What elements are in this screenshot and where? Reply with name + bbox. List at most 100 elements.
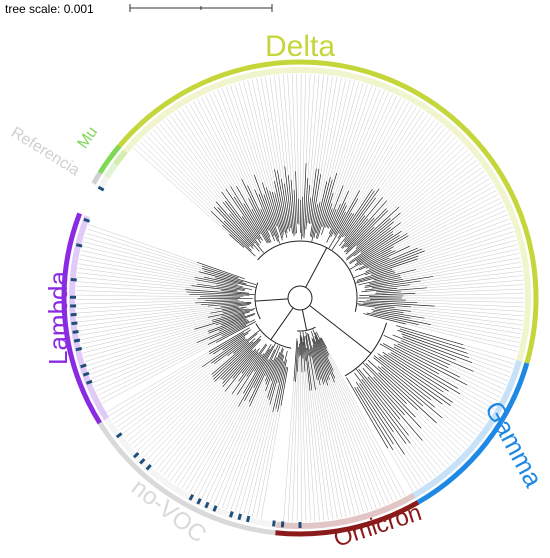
leaf-branch [390, 352, 461, 395]
leaf-branch [265, 345, 281, 382]
leaf-guide [133, 376, 213, 449]
leaf-branch [339, 197, 377, 247]
lineage-marker [72, 330, 79, 334]
leaf-branch [330, 205, 347, 238]
leaf-guide [357, 104, 413, 199]
leaf-branch [343, 208, 387, 253]
leaf-branch [373, 269, 416, 281]
leaf-guide [410, 317, 521, 339]
leaf-guide [170, 393, 233, 481]
leaf-branch [248, 349, 276, 403]
leaf-branch [354, 233, 408, 266]
leaf-branch [365, 362, 407, 404]
leaf-branch [265, 357, 277, 385]
leaf-guide [234, 400, 270, 513]
leaf-guide [415, 416, 457, 460]
leaf-guide [436, 422, 466, 450]
leaf-branch [196, 320, 249, 344]
leaf-branch [356, 270, 395, 282]
leaf-guide [213, 380, 266, 505]
leaf-guide [348, 93, 393, 192]
leaf-branch [313, 181, 328, 239]
leaf-branch [310, 168, 320, 224]
leaf-branch [194, 276, 243, 288]
leaf-guide [300, 355, 302, 522]
lineage-marker [272, 520, 276, 527]
clade-ring [61, 212, 102, 425]
leaf-guide [359, 102, 409, 191]
leaf-branch [346, 217, 375, 248]
leaf-guide [80, 317, 209, 345]
leaf-branch [243, 349, 270, 394]
leaf-branch [307, 333, 318, 381]
leaf-guide [260, 77, 278, 171]
leaf-branch [197, 261, 245, 280]
leaf-branch [359, 245, 410, 271]
leaf-branch [301, 196, 303, 240]
leaf-guide [410, 443, 436, 477]
leaf-branch [367, 376, 423, 441]
leaf-guide [411, 306, 524, 317]
lineage-marker [237, 513, 242, 521]
leaf-branch [201, 336, 246, 368]
leaf-branch [373, 376, 422, 429]
leaf-guide [152, 386, 223, 468]
leaf-guide [85, 328, 195, 362]
leaf-guide [417, 227, 513, 260]
leaf-guide [393, 190, 497, 247]
leaf-guide [391, 194, 499, 251]
leaf-guide [324, 382, 364, 513]
leaf-branch [340, 197, 383, 249]
leaf-guide [76, 285, 187, 293]
leaf-guide [434, 407, 475, 440]
leaf-branch [269, 190, 284, 238]
leaf-branch [214, 304, 250, 310]
leaf-guide [76, 294, 201, 297]
leaf-branch [363, 302, 412, 308]
leaf-guide [390, 149, 469, 219]
leaf-guide [432, 261, 522, 277]
leaf-branch [359, 383, 394, 433]
leaf-guide [332, 370, 394, 502]
leaf-guide [315, 389, 338, 519]
inner-band [69, 215, 110, 421]
leaf-guide [336, 83, 364, 174]
inner-band [412, 360, 523, 499]
leaf-guide [422, 405, 469, 447]
leaf-branch [358, 369, 401, 420]
leaf-branch [376, 287, 427, 293]
clade-label: Omicron [330, 499, 425, 553]
leaf-branch [331, 188, 373, 251]
leaf-branch [311, 204, 318, 238]
leaf-branch [326, 185, 344, 228]
leaf-guide [82, 245, 216, 279]
leaf-branch [258, 193, 278, 242]
leaf-branch [356, 269, 393, 281]
leaf-branch [265, 187, 283, 241]
inner-band [97, 175, 110, 189]
leaf-branch [274, 192, 285, 233]
leaf-guide [301, 372, 307, 522]
leaf-branch [246, 354, 263, 377]
leaf-branch [369, 277, 402, 285]
leaf-branch [346, 210, 389, 253]
leaf-guide [238, 404, 271, 514]
leaf-guide [209, 93, 261, 210]
leaf-branch [213, 338, 247, 365]
leaf-guide [400, 153, 472, 214]
leaf-branch [303, 177, 309, 239]
leaf-branch [290, 179, 296, 235]
branch [309, 304, 372, 354]
leaf-guide [426, 279, 524, 289]
leaf-branch [354, 372, 407, 444]
leaf-branch [271, 191, 284, 235]
leaf-guide [170, 115, 243, 217]
leaf-guide [296, 356, 300, 522]
lineage-marker [139, 458, 146, 465]
leaf-guide [335, 90, 385, 210]
leaf-guide [331, 85, 373, 204]
leaf-branch [392, 334, 456, 361]
tree [76, 74, 524, 522]
leaf-branch [305, 185, 311, 230]
leaf-guide [76, 276, 222, 291]
